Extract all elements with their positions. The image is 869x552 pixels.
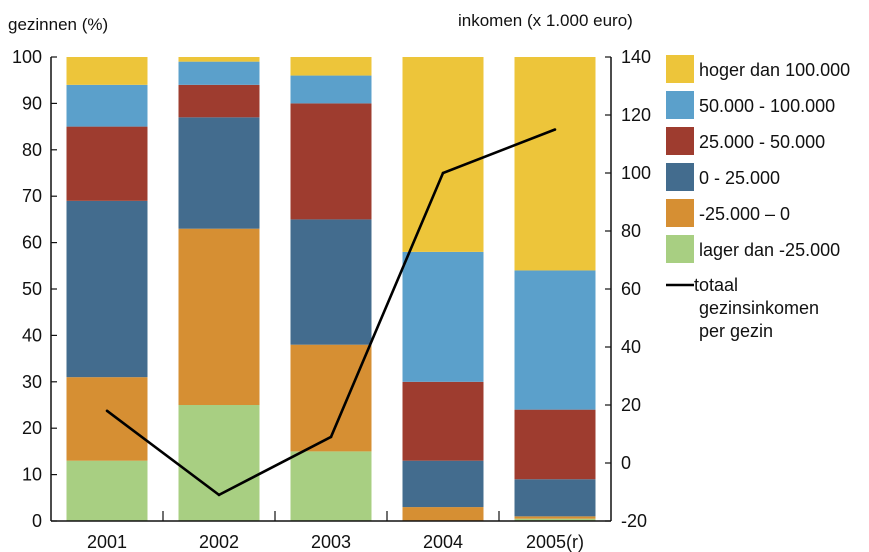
legend-swatch — [666, 127, 694, 155]
bar-segment-2001-25-000-50-000 — [66, 126, 148, 201]
bar-segment-2005r-50-000-100-000 — [514, 270, 596, 410]
x-tick-label: 2001 — [87, 532, 127, 552]
x-tick-label: 2005(r) — [526, 532, 584, 552]
left-tick-label: 80 — [22, 140, 42, 160]
right-tick-label: 100 — [621, 163, 651, 183]
x-tick-label: 2003 — [311, 532, 351, 552]
right-tick-label: 0 — [621, 453, 631, 473]
bar-segment-2005r-25-000-0 — [514, 516, 596, 519]
legend-swatch — [666, 199, 694, 227]
bar-segment-2001-50-000-100-000 — [66, 84, 148, 127]
legend-swatch — [666, 235, 694, 263]
legend-label: 50.000 - 100.000 — [699, 96, 835, 116]
bar-segment-2004-hoger-dan-100-000 — [402, 57, 484, 252]
x-tick-label: 2002 — [199, 532, 239, 552]
left-tick-label: 40 — [22, 325, 42, 345]
bar-segment-2004-25-000-50-000 — [402, 381, 484, 461]
right-tick-label: 80 — [621, 221, 641, 241]
right-tick-label: 120 — [621, 105, 651, 125]
left-tick-label: 60 — [22, 233, 42, 253]
bar-segment-2004-50-000-100-000 — [402, 251, 484, 382]
bar-segment-2005r-0-25-000 — [514, 479, 596, 517]
bar-segment-2002-0-25-000 — [178, 117, 260, 229]
legend-label: 0 - 25.000 — [699, 168, 780, 188]
right-tick-label: 40 — [621, 337, 641, 357]
legend-label: 25.000 - 50.000 — [699, 132, 825, 152]
left-tick-label: 10 — [22, 465, 42, 485]
bar-segment-2002-lager-dan-25-000 — [178, 405, 260, 521]
income-line-point — [553, 128, 557, 131]
bar-segment-2005r-25-000-50-000 — [514, 409, 596, 480]
legend-line-label: gezinsinkomen — [699, 298, 819, 318]
bar-segment-2002-25-000-50-000 — [178, 84, 260, 118]
bar-segment-2003-0-25-000 — [290, 219, 372, 345]
axes: 0 10 20 30 40 50 60 70 80 90 100 -20 0 20 40 60 80 100 120… — [12, 47, 651, 552]
bar-segment-2002-50-000-100-000 — [178, 61, 260, 85]
left-tick-label: 30 — [22, 372, 42, 392]
income-line-point — [105, 409, 109, 413]
left-tick-label: 100 — [12, 47, 42, 67]
legend-swatch — [666, 91, 694, 119]
income-line-point — [329, 435, 333, 439]
bar-segment-2002-25-000-0 — [178, 228, 260, 405]
bar-segment-2004-0-25-000 — [402, 460, 484, 508]
bar-segment-2003-hoger-dan-100-000 — [290, 57, 372, 76]
left-axis-title: gezinnen (%) — [8, 15, 108, 34]
x-tick-label: 2004 — [423, 532, 463, 552]
bars — [66, 57, 596, 521]
bar-segment-2001-hoger-dan-100-000 — [66, 57, 148, 85]
left-tick-label: 70 — [22, 186, 42, 206]
legend-label: hoger dan 100.000 — [699, 60, 850, 80]
legend-swatch — [666, 55, 694, 83]
right-axis-title: inkomen (x 1.000 euro) — [458, 11, 633, 30]
income-line-layer — [105, 128, 557, 497]
bar-segment-2003-50-000-100-000 — [290, 75, 372, 104]
left-tick-label: 50 — [22, 279, 42, 299]
bar-segment-2003-lager-dan-25-000 — [290, 451, 372, 521]
bar-segment-2004-25-000-0 — [402, 507, 484, 521]
right-tick-label: -20 — [621, 511, 647, 531]
legend-label: -25.000 – 0 — [699, 204, 790, 224]
bar-segment-2005r-lager-dan-25-000 — [514, 518, 596, 521]
legend: hoger dan 100.000 50.000 - 100.000 25.000 … — [666, 55, 850, 341]
legend-swatch — [666, 163, 694, 191]
income-line-point — [441, 171, 445, 175]
legend-label: lager dan -25.000 — [699, 240, 840, 260]
left-tick-label: 90 — [22, 93, 42, 113]
bar-segment-2003-25-000-50-000 — [290, 103, 372, 220]
legend-line-label: totaal — [694, 275, 738, 295]
right-tick-label: 140 — [621, 47, 651, 67]
income-line-point — [217, 493, 221, 497]
right-tick-label: 20 — [621, 395, 641, 415]
right-tick-label: 60 — [621, 279, 641, 299]
left-tick-label: 0 — [32, 511, 42, 531]
bar-segment-2001-25-000-0 — [66, 377, 148, 461]
bar-segment-2005r-hoger-dan-100-000 — [514, 57, 596, 271]
legend-line-label: per gezin — [699, 321, 773, 341]
left-tick-label: 20 — [22, 418, 42, 438]
bar-segment-2002-hoger-dan-100-000 — [178, 57, 260, 62]
bar-segment-2001-0-25-000 — [66, 200, 148, 378]
bar-segment-2001-lager-dan-25-000 — [66, 460, 148, 521]
